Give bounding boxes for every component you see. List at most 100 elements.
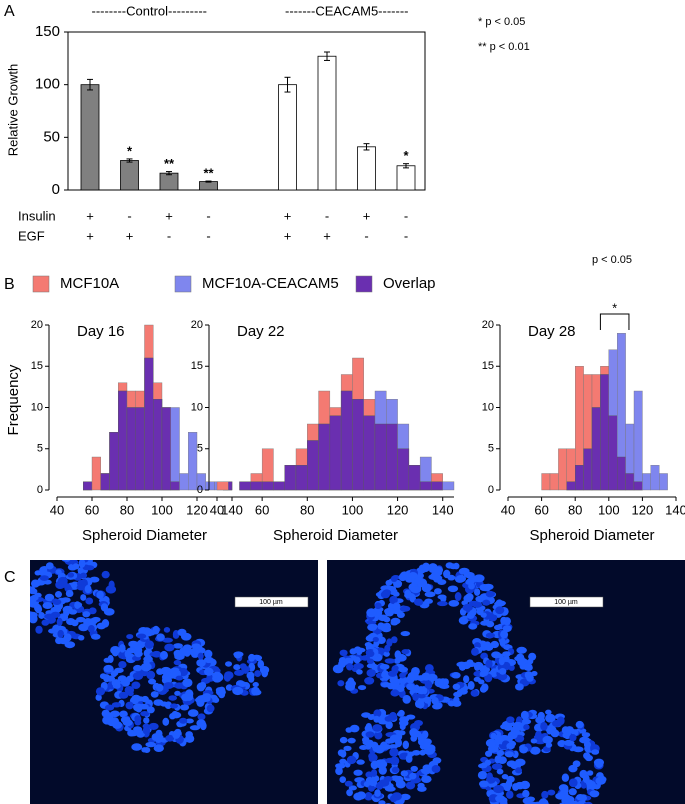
cell: [60, 597, 71, 603]
cell: [153, 744, 164, 753]
cell: [356, 669, 363, 675]
bar: [317, 55, 337, 191]
cell: [523, 663, 533, 671]
panel-label: A: [4, 3, 15, 20]
cell: [349, 724, 360, 733]
bar: [659, 473, 668, 491]
cell: [405, 781, 416, 790]
overlap-bar: [386, 423, 398, 491]
cell: [425, 747, 436, 753]
cell: [337, 680, 345, 687]
cell: [251, 689, 262, 696]
overlap-bar: [600, 374, 610, 491]
cell: [31, 579, 40, 588]
overlap-bar: [617, 456, 626, 491]
cell: [379, 761, 388, 768]
cell: [417, 693, 426, 699]
cell: [568, 800, 579, 804]
cell: [206, 704, 215, 713]
cell: [485, 632, 496, 639]
cell: [503, 655, 510, 662]
bar: [120, 160, 139, 191]
cell: [88, 607, 97, 615]
cell: [423, 741, 431, 749]
cell: [41, 619, 50, 626]
cell: [134, 719, 142, 726]
cell: [241, 665, 251, 673]
cell: [542, 735, 553, 744]
cell: [480, 669, 489, 677]
cell: [560, 794, 571, 801]
cell: [224, 671, 234, 680]
cell: [30, 614, 38, 624]
cell: [345, 680, 356, 688]
cell: [466, 659, 474, 666]
cell: [191, 643, 201, 649]
cell: [173, 643, 183, 649]
error-bar: [403, 163, 409, 169]
cell: [506, 742, 515, 750]
error-bar: [363, 143, 370, 151]
cell: [174, 690, 181, 696]
cell: [452, 683, 461, 690]
cell: [391, 766, 400, 774]
cell: [57, 629, 64, 638]
chart-title: Day 22: [237, 323, 285, 340]
cell: [494, 755, 503, 763]
cell: [531, 671, 538, 677]
cell: [143, 746, 151, 754]
cell: [540, 721, 548, 731]
cell: [390, 636, 398, 644]
cell: [473, 642, 481, 649]
cell: [30, 596, 37, 604]
cell: [586, 770, 594, 776]
cell: [30, 586, 36, 593]
cell: [185, 731, 193, 739]
overlap-bar: [397, 448, 410, 491]
cell: [124, 649, 132, 659]
row-mark: -: [325, 208, 329, 223]
cell: [490, 640, 499, 649]
y-tick-label: 0: [37, 484, 43, 496]
cell: [128, 640, 139, 648]
cell: [400, 630, 411, 637]
y-tick-label: 10: [482, 401, 494, 413]
row-label: Insulin: [18, 208, 56, 223]
cell: [390, 689, 400, 697]
cell: [169, 703, 178, 709]
overlap-bar: [329, 415, 342, 491]
cell: [152, 625, 160, 635]
cell: [387, 670, 398, 677]
cell: [455, 574, 467, 583]
cell: [100, 603, 109, 612]
cell: [412, 692, 419, 701]
cell: [437, 579, 447, 585]
chart-title: Day 28: [528, 323, 576, 340]
cell: [347, 737, 356, 744]
cell: [133, 664, 143, 672]
cell: [179, 704, 190, 711]
significance: **: [164, 156, 175, 171]
cell: [431, 696, 439, 705]
cell: [67, 572, 75, 578]
cell: [384, 607, 395, 615]
cell: [421, 775, 432, 784]
cell: [445, 562, 454, 569]
cell: [45, 562, 54, 570]
cell: [387, 714, 398, 721]
cell: [257, 659, 265, 669]
cell: [409, 728, 419, 737]
cell: [422, 562, 430, 570]
x-tick-label: 120: [186, 502, 208, 517]
cell: [409, 772, 417, 780]
cell: [355, 647, 366, 653]
cell: [447, 585, 459, 593]
chart-title: Day 16: [77, 323, 125, 340]
bar: [650, 465, 660, 491]
cell: [148, 722, 159, 730]
legend-swatch: [32, 275, 50, 293]
cell: [125, 701, 134, 710]
cell: [143, 655, 153, 663]
cell: [107, 655, 114, 664]
cell: [393, 579, 403, 588]
